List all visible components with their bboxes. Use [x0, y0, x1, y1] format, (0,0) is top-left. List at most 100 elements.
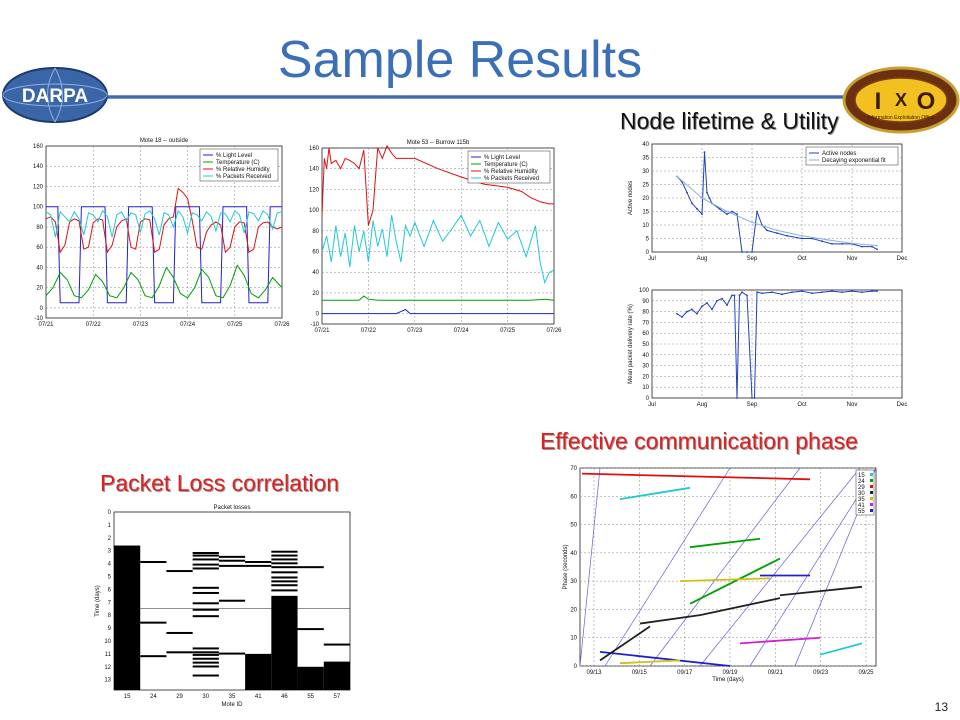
data-point: [736, 213, 738, 216]
x-tick-label: 07/22: [361, 328, 377, 334]
x-tick-label: 07/26: [546, 328, 562, 334]
y-axis-label: Phase (seconds): [563, 544, 569, 589]
data-point: [701, 197, 703, 199]
legend-label: 35: [858, 497, 865, 503]
y-tick-label: 12: [104, 665, 111, 671]
data-point: [686, 310, 688, 313]
y-tick-label: 90: [642, 299, 649, 305]
loss-mark: [166, 570, 193, 573]
phase-series: [581, 472, 811, 481]
legend-label: Active nodes: [822, 151, 856, 157]
data-point: [731, 210, 733, 213]
y-tick-label: 100: [309, 208, 320, 214]
data-point: [721, 297, 723, 300]
y-tick-label: 10: [642, 223, 649, 229]
data-point: [726, 213, 728, 216]
legend-swatch: [870, 503, 873, 506]
loss-mark: [192, 615, 219, 618]
loss-mark: [271, 584, 298, 587]
data-point: [706, 191, 708, 194]
loss-mark: [271, 566, 298, 569]
chart-phase: 0 10 20 30 40 50 60 70 09/13 09/15 09/17 09/19 09/21…: [563, 466, 877, 683]
data-point: [871, 245, 873, 248]
series-line: [46, 206, 282, 304]
legend-swatch: [870, 473, 873, 476]
data-point: [726, 304, 728, 307]
data-point: [691, 202, 693, 205]
data-point: [716, 299, 718, 302]
y-tick-label: 1: [108, 523, 112, 529]
y-tick-label: 70: [570, 466, 577, 472]
legend-swatch: [870, 485, 873, 488]
legend-box: [855, 469, 875, 516]
loss-mark: [218, 559, 246, 562]
data-point: [746, 251, 748, 253]
loss-mark: [192, 558, 219, 561]
y-tick-label: 10: [642, 385, 649, 391]
y-tick-label: 5: [108, 574, 112, 580]
y-tick-label: 60: [570, 494, 577, 500]
phase-series: [739, 636, 821, 645]
data-point: [738, 294, 741, 297]
loss-mark: [192, 551, 219, 554]
x-tick-label: Nov: [847, 402, 858, 408]
x-tick-label: 55: [307, 694, 314, 700]
label-packet-loss: Packet Loss correlation: [100, 470, 340, 496]
chart-delivery-rate: 0 10 20 30 40 50 60 70 80 90 100 Jul Aug Sep Oct Nov Dec…: [628, 288, 907, 408]
y-tick-label: 120: [33, 184, 44, 190]
ixo-letter-o: O: [917, 88, 936, 115]
legend-label: % Light Level: [216, 153, 252, 159]
x-tick-label: 07/21: [38, 322, 54, 328]
y-axis-label: Mean packet delivery rate (%): [628, 304, 634, 384]
x-tick-label: Jul: [648, 402, 656, 408]
phase-diagonal: [649, 467, 801, 667]
data-point: [851, 290, 853, 292]
y-tick-label: 0: [108, 510, 112, 516]
ixo-letter-x: X: [895, 90, 907, 110]
x-axis-label: Time (days): [712, 677, 743, 683]
data-point: [718, 207, 721, 210]
x-tick-label: 09/19: [722, 670, 738, 676]
loss-block: [297, 666, 324, 690]
data-point: [703, 151, 706, 153]
y-tick-label: 9: [108, 626, 112, 632]
chart-active-nodes: 0 5 10 15 20 25 30 35 40 Jul Aug Sep Oct Nov Dec Active…: [628, 142, 908, 262]
y-tick-label: 60: [312, 250, 319, 256]
loss-mark: [271, 562, 298, 565]
y-tick-label: 20: [642, 196, 649, 202]
ixo-letter-i: I: [875, 88, 882, 115]
loss-mark: [271, 571, 298, 574]
series-line: [45, 187, 283, 254]
phase-series: [639, 614, 701, 625]
phase-series: [599, 650, 731, 667]
y-tick-label: 11: [105, 652, 112, 658]
loss-mark: [192, 647, 219, 650]
chart-title: Mote 18 -- outside: [140, 138, 189, 144]
data-point: [691, 308, 693, 311]
legend-label: Temperature (C): [484, 162, 528, 168]
x-tick-label: Dec: [897, 256, 908, 262]
loss-mark: [271, 589, 298, 592]
x-tick-label: 07/24: [180, 322, 196, 328]
data-point: [726, 210, 728, 213]
x-tick-label: 41: [255, 694, 262, 700]
y-axis-label: Active nodes: [628, 181, 634, 215]
x-tick-label: 07/21: [314, 328, 330, 334]
y-tick-label: -10: [34, 316, 43, 322]
label-effective: Effective communication phase: [540, 428, 858, 454]
data-point: [756, 291, 758, 294]
data-point: [701, 305, 703, 308]
chart-title: Packet losses: [213, 505, 250, 511]
series-line: [45, 264, 283, 299]
label-lifetime: Node lifetime & Utility: [620, 108, 839, 134]
data-point: [776, 232, 778, 234]
x-tick-label: 07/23: [407, 328, 423, 334]
loss-block: [323, 661, 350, 690]
y-tick-label: 0: [316, 312, 320, 318]
data-point: [876, 244, 878, 247]
y-tick-label: 0: [40, 306, 44, 312]
y-tick-label: 40: [312, 270, 319, 276]
loss-mark: [218, 555, 246, 558]
data-point: [851, 242, 853, 245]
phase-series: [619, 486, 691, 501]
